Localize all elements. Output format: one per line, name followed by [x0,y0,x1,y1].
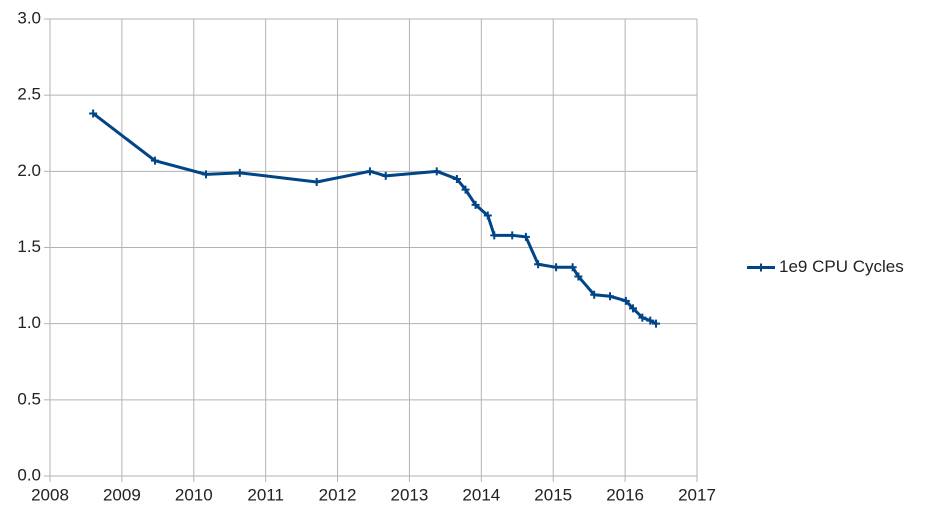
x-tick-label: 2010 [175,485,213,504]
marker [521,232,530,241]
x-tick-label: 2013 [391,485,429,504]
x-tick-label: 2012 [319,485,357,504]
legend-marker [757,263,765,272]
x-tick-label: 2016 [606,485,644,504]
marker [490,231,499,240]
y-tick-label: 1.5 [17,237,41,256]
x-tick-label: 2017 [678,485,716,504]
marker [312,177,321,186]
x-tick-label: 2009 [103,485,141,504]
marker [432,167,441,176]
marker [621,296,630,305]
marker [89,109,98,118]
y-tick-label: 0.0 [17,465,41,484]
marker [568,263,577,272]
y-tick-label: 0.5 [17,389,41,408]
marker [552,263,561,272]
marker [534,260,543,269]
marker [235,168,244,177]
marker [638,313,647,322]
marker [590,290,599,299]
marker [452,174,461,183]
marker [471,200,480,209]
marker [381,171,390,180]
marker [508,231,517,240]
marker [606,292,615,301]
legend-label: 1e9 CPU Cycles [779,257,904,276]
y-tick-label: 1.0 [17,313,41,332]
marker [483,211,492,220]
marker [461,185,470,194]
y-tick-label: 3.0 [17,8,41,27]
marker [652,319,661,328]
marker [646,316,655,325]
x-tick-label: 2008 [31,485,69,504]
x-tick-label: 2015 [534,485,572,504]
marker [365,167,374,176]
marker [574,272,583,281]
y-tick-label: 2.5 [17,85,41,104]
x-tick-label: 2011 [247,485,284,504]
marker [629,304,638,313]
line [92,112,657,325]
marker [201,170,210,179]
y-tick-label: 2.0 [17,161,41,180]
x-tick-label: 2014 [462,485,500,504]
marker [150,156,159,165]
